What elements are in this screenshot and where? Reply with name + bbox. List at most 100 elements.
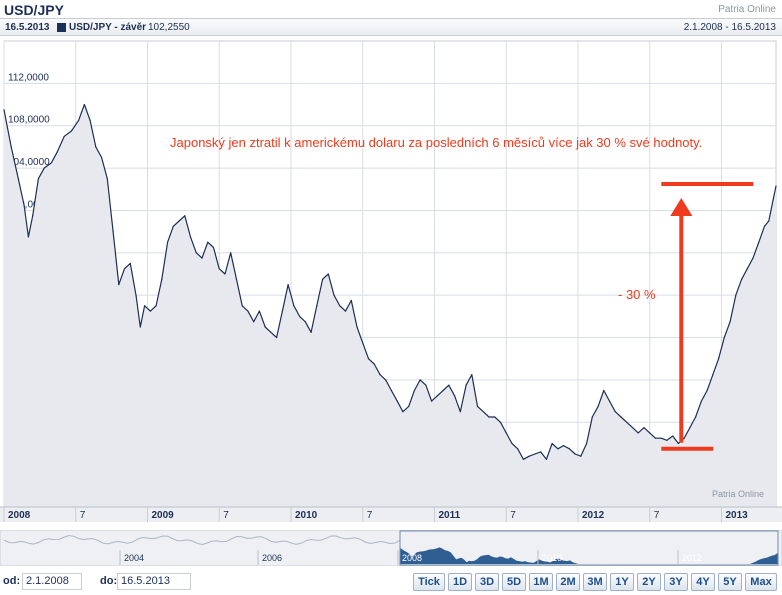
period-button-2m[interactable]: 2M [556,573,580,591]
data-point [614,411,616,413]
navigator-year-label: 2006 [262,553,282,563]
data-point [166,241,169,243]
period-button-tick[interactable]: Tick [413,573,445,591]
data-point [603,389,605,392]
data-point [660,437,662,439]
data-point [471,374,473,376]
data-point [723,336,725,339]
annotation-percent: - 30 % [618,287,656,302]
data-point [218,268,220,270]
info-series-label: USD/JPY - závěr [69,22,147,33]
data-point [235,278,238,280]
data-point [752,257,754,259]
data-point [476,405,479,407]
data-point [89,119,91,122]
data-point [123,268,126,270]
data-point [499,421,502,423]
data-point [436,395,438,397]
period-button-max[interactable]: Max [745,573,777,591]
data-point [649,432,651,434]
data-point [17,178,19,180]
data-point [373,363,375,365]
data-point [172,225,174,227]
data-point [293,305,295,307]
data-point [350,299,352,302]
data-point [230,252,232,254]
data-point [712,374,714,376]
data-point [534,453,536,455]
navigator-year-label: 2004 [124,553,144,563]
data-point [706,389,708,392]
navigator-selection-area [400,547,778,564]
data-point [419,379,421,381]
data-point [258,310,261,312]
data-point [540,451,542,453]
data-point [212,246,215,249]
from-date-input[interactable]: 2.1.2008 [22,573,82,590]
x-tick-label: 2009 [151,510,174,521]
data-point [10,146,12,148]
data-point [129,262,131,265]
data-point [135,294,137,296]
y-tick-label: 108,0000 [8,115,50,126]
data-point [729,321,731,323]
info-close-value: 102,2550 [148,22,190,33]
data-point [643,426,645,429]
to-label: do: [100,575,118,587]
period-button-5d[interactable]: 5D [502,573,526,591]
period-button-3d[interactable]: 3D [475,573,499,591]
data-point [37,178,40,180]
period-button-4y[interactable]: 4Y [691,573,715,591]
data-point [316,305,318,307]
data-point [241,305,243,307]
range-navigator[interactable]: 2004 2006 2008 2010 2012 [0,530,782,566]
data-point [511,442,513,445]
data-point [356,326,358,328]
data-point [689,426,691,429]
data-point [758,241,760,243]
series-swatch-icon [57,23,66,32]
data-point [189,236,192,238]
data-point [620,416,622,418]
data-point [448,384,450,386]
x-tick-label: 7 [367,510,373,521]
y-tick-label: 112,0000 [8,72,49,83]
data-point [768,220,770,222]
data-point [775,185,777,187]
data-point [408,405,410,407]
from-label: od: [3,575,21,587]
date-controls: od: 2.1.2008 do: 16.5.2013 Tick 1D 3D 5D 1M 2… [0,572,782,592]
navigator-frame [0,530,782,566]
data-point [580,455,582,457]
period-button-1d[interactable]: 1D [448,573,472,591]
data-point [453,395,456,397]
period-button-1y[interactable]: 1Y [610,573,634,591]
data-point [149,310,151,312]
period-button-3m[interactable]: 3M [583,573,607,591]
period-button-2y[interactable]: 2Y [637,573,661,591]
data-point [385,379,387,381]
info-date: 16.5.2013 [5,22,50,33]
period-button-1m[interactable]: 1M [529,573,553,591]
navigator-year-label: 2012 [682,553,702,563]
y-tick-label: 100,0000 [8,199,50,210]
data-point [597,405,599,407]
x-tick-label: 2012 [582,510,605,521]
data-point [23,204,25,206]
price-chart[interactable]: 76,000080,000084,000088,000092,000096,00… [0,37,782,522]
to-date-input[interactable]: 16.5.2013 [117,573,191,590]
period-button-3y[interactable]: 3Y [664,573,688,591]
series-line [3,103,777,460]
period-button-5y[interactable]: 5Y [718,573,742,591]
data-point [402,411,404,413]
data-point [43,167,45,169]
data-point [396,400,398,402]
data-point [281,310,283,312]
x-tick-label: 7 [654,510,660,521]
data-point [591,416,593,418]
x-tick-label: 7 [510,510,516,521]
navigator-year-label: 2008 [402,553,422,563]
data-point [563,444,565,447]
data-point [362,342,364,344]
y-tick-label: 104,0000 [8,157,50,168]
